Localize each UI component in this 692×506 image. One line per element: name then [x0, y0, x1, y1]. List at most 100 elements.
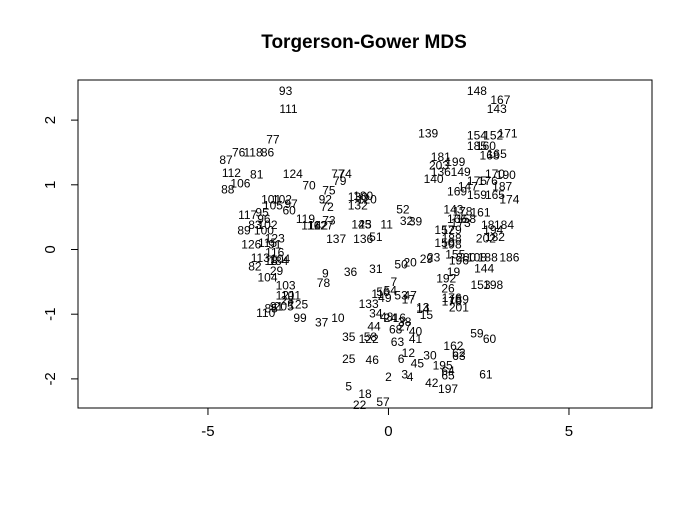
point-label: 159: [467, 188, 487, 202]
point-label: 68: [389, 323, 403, 337]
point-label: 23: [358, 217, 372, 231]
y-tick-label: -1: [42, 308, 59, 321]
point-label: 22: [353, 398, 367, 412]
point-label: 170: [442, 294, 462, 308]
point-label: 188: [442, 232, 462, 246]
point-label: 174: [499, 193, 519, 207]
point-label: 86: [261, 145, 275, 159]
point-label: 195: [433, 358, 453, 372]
point-label: 185: [467, 139, 487, 153]
point-label: 111: [279, 102, 298, 116]
point-label: 23: [427, 250, 441, 264]
point-label: 158: [456, 212, 476, 226]
point-label: 2: [385, 370, 392, 384]
point-label: 45: [411, 356, 425, 370]
point-label: 18: [481, 218, 495, 232]
point-label: 192: [436, 272, 456, 286]
point-label: 133: [359, 297, 379, 311]
point-label: 89: [237, 224, 251, 238]
point-label: 4: [407, 370, 414, 384]
point-label: 200: [456, 250, 476, 264]
point-label: 91: [270, 299, 284, 313]
point-label: 30: [423, 349, 437, 363]
point-label: 106: [230, 177, 250, 191]
point-label: 51: [369, 230, 383, 244]
point-label: 26: [441, 281, 455, 295]
point-label: 88: [221, 182, 235, 196]
point-label: 62: [452, 346, 466, 360]
point-label: 171: [498, 127, 518, 141]
point-label: 11: [371, 287, 384, 301]
point-label: 13: [416, 301, 430, 315]
point-label: 63: [391, 335, 405, 349]
point-label: 124: [283, 167, 303, 181]
point-label: 145: [351, 217, 371, 231]
point-label: 143: [443, 202, 463, 216]
point-label: 155: [445, 248, 465, 262]
point-label: 101: [281, 288, 301, 302]
point-label: 64: [441, 364, 455, 378]
point-label: 60: [483, 332, 497, 346]
point-label: 102: [258, 218, 278, 232]
point-label: 47: [403, 288, 417, 302]
point-label: 108: [467, 250, 487, 264]
point-label: 112: [222, 166, 241, 180]
point-label: 56: [376, 285, 390, 299]
point-label: 73: [322, 213, 336, 227]
point-label: 188: [478, 250, 498, 264]
point-label: 119: [296, 212, 315, 226]
point-label: 63: [452, 349, 466, 363]
point-label: 87: [219, 153, 233, 167]
point-label: 137: [326, 232, 346, 246]
point-label: 7: [391, 275, 398, 289]
point-label: 18: [358, 387, 372, 401]
point-label: 78: [317, 276, 331, 290]
point-label: 132: [348, 199, 368, 213]
point-label: 181: [431, 150, 451, 164]
point-label: 19: [447, 265, 461, 279]
point-label: 205: [274, 299, 294, 313]
point-label: 12: [402, 346, 416, 360]
point-label: 130: [348, 190, 368, 204]
point-label: 143: [487, 102, 507, 116]
point-label: 11: [380, 217, 393, 231]
point-label: 122: [359, 332, 379, 346]
point-label: 31: [369, 262, 383, 276]
point-label: 96: [257, 212, 271, 226]
point-label: 121: [276, 288, 296, 302]
point-label: 180: [353, 189, 373, 203]
point-label: 20: [403, 255, 417, 269]
point-label: 93: [279, 84, 293, 98]
point-label: 38: [398, 315, 412, 329]
point-label: 152: [483, 129, 503, 143]
point-label: 184: [268, 254, 288, 268]
point-label: 167: [490, 93, 510, 107]
point-label: 178: [452, 204, 472, 218]
point-label: 14: [416, 302, 430, 316]
point-label: 173: [451, 216, 471, 230]
point-label: 102: [272, 193, 292, 207]
point-label: 161: [471, 206, 491, 220]
point-label: 149: [451, 165, 471, 179]
point-label: 83: [248, 218, 262, 232]
point-label: 77: [331, 167, 345, 181]
point-label: 116: [301, 219, 320, 233]
point-label: 168: [480, 149, 500, 163]
y-axis: -2 -1 0 1 2: [42, 116, 79, 386]
point-label: 105: [263, 199, 283, 213]
point-label: 6: [398, 352, 405, 366]
point-label: 59: [470, 327, 484, 341]
point-label: 125: [288, 297, 308, 311]
point-label: 199: [445, 155, 465, 169]
point-label: 147: [458, 180, 478, 194]
point-label: 154: [467, 129, 487, 143]
point-label: 150: [434, 236, 454, 250]
point-label: 42: [425, 376, 439, 390]
point-label: 52: [396, 202, 410, 216]
point-label: 187: [492, 180, 512, 194]
point-label: 82: [248, 259, 262, 273]
point-label: 18: [264, 254, 278, 268]
point-label: 162: [443, 339, 463, 353]
point-label: 81: [250, 167, 264, 181]
